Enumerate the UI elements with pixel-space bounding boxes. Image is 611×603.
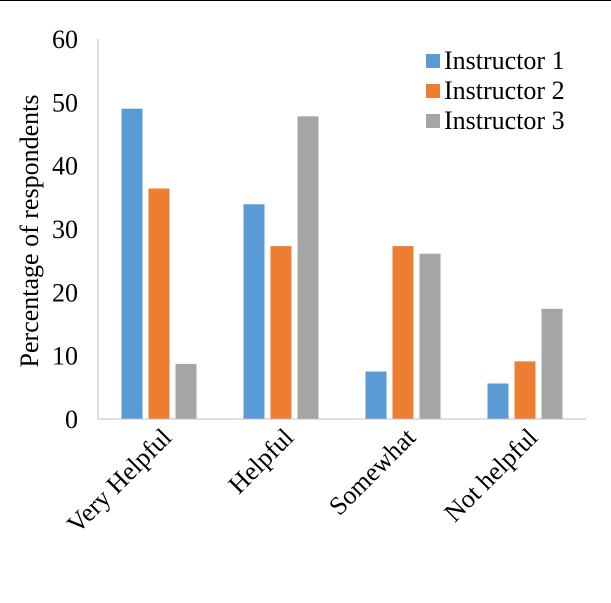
x-tick-labels: Very Helpful Helpful Somewhat Not helpful: [61, 422, 543, 539]
y-tick-labels: 0 10 20 30 40 50 60: [52, 25, 78, 434]
legend-swatch: [426, 84, 440, 98]
bar-instructor-2-very-helpful: [148, 188, 170, 419]
legend-swatch: [426, 114, 440, 128]
x-tick-label: Helpful: [223, 423, 300, 500]
bar-instructor-3-very-helpful: [175, 363, 197, 419]
y-tick-label: 20: [52, 278, 78, 307]
legend-label: Instructor 1: [444, 46, 565, 75]
bar-instructor-3-helpful: [297, 116, 319, 420]
x-tick-label: Not helpful: [438, 423, 543, 528]
legend-label: Instructor 3: [444, 106, 565, 135]
y-tick-label: 0: [65, 405, 78, 434]
bar-instructor-2-not-helpful: [514, 361, 536, 419]
bars: [121, 108, 563, 420]
y-axis-label: Percentage of respondents: [15, 95, 44, 368]
bar-instructor-1-not-helpful: [487, 383, 509, 419]
bar-instructor-1-somewhat: [365, 371, 387, 419]
bar-instructor-3-somewhat: [419, 253, 441, 419]
y-tick-label: 10: [52, 342, 78, 371]
bar-instructor-2-helpful: [270, 246, 292, 419]
bar-instructor-1-very-helpful: [121, 108, 143, 419]
bar-instructor-1-helpful: [243, 204, 265, 419]
legend-swatch: [426, 54, 440, 68]
y-tick-label: 40: [52, 152, 78, 181]
y-tick-label: 50: [52, 88, 78, 117]
legend-label: Instructor 2: [444, 76, 565, 105]
y-tick-label: 60: [52, 25, 78, 54]
x-tick-label: Somewhat: [323, 422, 422, 521]
x-tick-label: Very Helpful: [61, 423, 177, 539]
bar-instructor-3-not-helpful: [541, 308, 563, 419]
bar-instructor-2-somewhat: [392, 246, 414, 419]
y-tick-label: 30: [52, 215, 78, 244]
